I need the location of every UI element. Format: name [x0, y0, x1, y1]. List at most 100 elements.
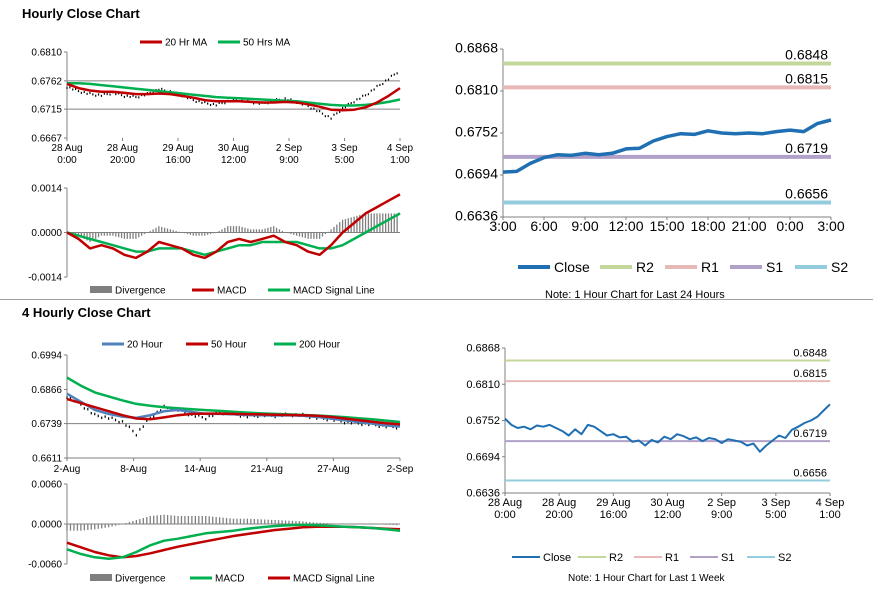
hourly-macd-y-tick-label: 0.0014	[31, 184, 62, 195]
hourly-close-y-tick-label: 0.6868	[455, 40, 498, 56]
weekly-close-x-tick-label: 4 Sep	[816, 497, 845, 509]
weekly-close-y-tick-label: 0.6868	[466, 343, 500, 355]
legend-20hr-ma-label: 20 Hr MA	[165, 38, 208, 49]
hourly-close-legend-r2-label: R2	[636, 259, 654, 275]
four-hourly-macd-y-tick-label: 0.0000	[31, 520, 62, 531]
weekly-close-level-s1-label: 0.6719	[793, 428, 827, 440]
legend-macd-signal-label: MACD Signal Line	[293, 286, 375, 297]
weekly-close-x-tick-label: 3 Sep	[761, 497, 790, 509]
hourly-close-level-r1-label: 0.6815	[785, 70, 828, 86]
weekly-close-close-line	[504, 403, 831, 453]
weekly-close-y-tick-label: 0.6810	[466, 379, 500, 391]
hourly-ma-y-tick-label: 0.6762	[31, 76, 62, 87]
hourly-close-close-line	[502, 118, 832, 174]
four-hourly-ma-x-tick-label: 2-Sep	[387, 464, 414, 475]
weekly-close-x-tick-label: 2 Sep	[707, 497, 736, 509]
hourly-20hr-ma-line	[66, 82, 401, 112]
weekly-chart-note: Note: 1 Hour Chart for Last 1 Week	[568, 573, 725, 584]
hourly-close-level-s2-label: 0.6656	[785, 186, 828, 202]
hourly-ma-x-tick-label: 12:00	[221, 155, 246, 166]
hourly-ma-x-tick-label: 1:00	[390, 155, 410, 166]
four-hourly-ma-y-tick-label: 0.6611	[32, 454, 62, 465]
hourly-ma-x-tick-label: 16:00	[165, 155, 190, 166]
legend-200-hour-label: 200 Hour	[299, 340, 341, 351]
hourly-ma-x-tick-label: 30 Aug	[218, 143, 249, 154]
hourly-close-y-tick-label: 0.6636	[455, 208, 498, 224]
legend-divergence-swatch	[90, 286, 112, 293]
legend-50hrs-ma-label: 50 Hrs MA	[243, 38, 291, 49]
legend-macd-label: MACD	[217, 286, 246, 297]
four-hourly-ma-x-tick-label: 21-Aug	[251, 464, 283, 475]
four-hourly-ma-x-tick-label: 2-Aug	[54, 464, 81, 475]
weekly-close-level-r1-label: 0.6815	[793, 368, 827, 380]
four-hourly-macd-line	[66, 523, 401, 560]
weekly-close-x-tick-label: 5:00	[765, 509, 786, 521]
hourly-close-x-tick-label: 21:00	[731, 218, 766, 234]
hourly-macd-line	[66, 193, 401, 260]
weekly-close-y-tick-label: 0.6752	[466, 415, 500, 427]
four-hourly-macd-y-tick-label: -0.0060	[28, 560, 62, 571]
hourly-close-legend-r1-label: R1	[701, 259, 719, 275]
weekly-close-y-tick-label: 0.6694	[466, 451, 500, 463]
hourly-close-x-tick-label: 9:00	[571, 218, 598, 234]
hourly-close-legend-s1-label: S1	[766, 259, 783, 275]
legend-4h-divergence-swatch	[90, 574, 112, 581]
hourly-50hr-ma-line	[67, 82, 401, 107]
four-hourly-section-title: 4 Hourly Close Chart	[22, 305, 151, 320]
hourly-close-x-tick-label: 3:00	[489, 218, 516, 234]
hourly-close-x-tick-label: 0:00	[776, 218, 803, 234]
weekly-close-x-tick-label: 0:00	[494, 509, 515, 521]
hourly-macd-signal-line	[66, 212, 401, 257]
hourly-ma-y-tick-label: 0.6810	[31, 48, 62, 59]
legend-divergence-label: Divergence	[115, 286, 166, 297]
hourly-ma-y-tick-label: 0.6715	[31, 105, 62, 116]
hourly-close-y-tick-label: 0.6810	[455, 82, 498, 98]
hourly-close-x-tick-label: 15:00	[649, 218, 684, 234]
hourly-ma-x-tick-label: 28 Aug	[51, 143, 82, 154]
weekly-close-legend-s2-label: S2	[778, 552, 791, 564]
weekly-close-level-r2-label: 0.6848	[793, 348, 827, 360]
weekly-close-x-tick-label: 20:00	[545, 509, 573, 521]
four-hourly-200h-line	[66, 376, 401, 424]
hourly-ma-y-tick-label: 0.6667	[31, 134, 62, 145]
hourly-close-x-tick-label: 12:00	[608, 218, 643, 234]
weekly-close-level-s2-label: 0.6656	[793, 468, 827, 480]
hourly-close-x-tick-label: 18:00	[690, 218, 725, 234]
weekly-close-x-tick-label: 30 Aug	[650, 497, 684, 509]
weekly-close-x-tick-label: 28 Aug	[542, 497, 576, 509]
legend-4h-macd-signal-label: MACD Signal Line	[293, 574, 375, 585]
four-hourly-macd-y-tick-label: 0.0060	[31, 480, 62, 491]
four-hourly-ma-y-tick-label: 0.6739	[31, 419, 62, 430]
hourly-close-level-r2-label: 0.6848	[785, 46, 828, 62]
legend-50-hour-label: 50 Hour	[211, 340, 247, 351]
legend-20-hour-label: 20 Hour	[127, 340, 163, 351]
hourly-section-title: Hourly Close Chart	[22, 6, 140, 21]
four-hourly-ma-x-tick-label: 8-Aug	[120, 464, 147, 475]
hourly-close-y-tick-label: 0.6752	[455, 124, 498, 140]
hourly-ma-x-tick-label: 0:00	[57, 155, 77, 166]
weekly-close-x-tick-label: 9:00	[711, 509, 732, 521]
hourly-ma-x-tick-label: 9:00	[279, 155, 299, 166]
hourly-close-x-tick-label: 6:00	[530, 218, 557, 234]
hourly-ma-x-tick-label: 4 Sep	[387, 143, 414, 154]
hourly-ma-x-tick-label: 20:00	[110, 155, 135, 166]
hourly-ma-x-tick-label: 3 Sep	[331, 143, 358, 154]
hourly-ma-x-tick-label: 28 Aug	[107, 143, 138, 154]
four-hourly-ma-y-tick-label: 0.6866	[31, 385, 62, 396]
four-hourly-ma-y-tick-label: 0.6994	[31, 351, 62, 362]
weekly-close-x-tick-label: 29 Aug	[596, 497, 630, 509]
hourly-close-legend-s2-label: S2	[831, 259, 848, 275]
weekly-close-x-tick-label: 28 Aug	[488, 497, 522, 509]
hourly-macd-y-tick-label: 0.0000	[31, 228, 62, 239]
hourly-ma-x-tick-label: 2 Sep	[276, 143, 303, 154]
weekly-close-x-tick-label: 12:00	[654, 509, 682, 521]
hourly-close-level-s1-label: 0.6719	[785, 140, 828, 156]
hourly-macd-y-tick-label: -0.0014	[28, 273, 62, 284]
four-hourly-ma-x-tick-label: 27-Aug	[317, 464, 349, 475]
legend-4h-macd-label: MACD	[215, 574, 244, 585]
